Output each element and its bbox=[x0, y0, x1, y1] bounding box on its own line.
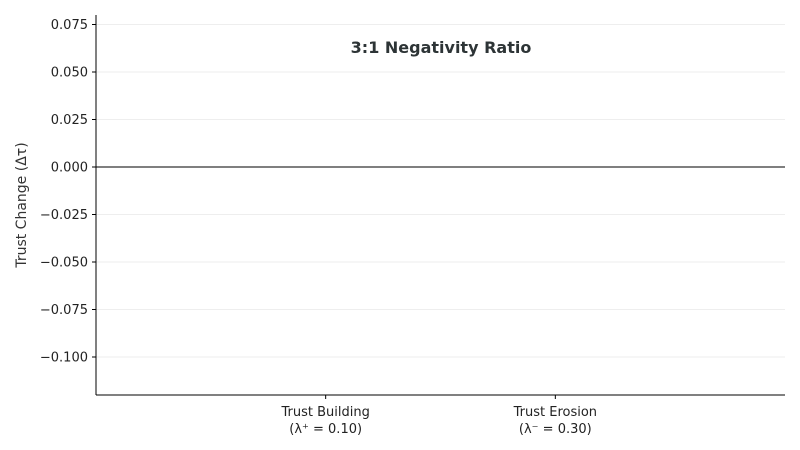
y-tick-label: −0.025 bbox=[40, 208, 88, 223]
x-tick-label: Trust Building bbox=[280, 405, 369, 420]
y-tick-label: 0.075 bbox=[51, 18, 88, 33]
y-tick-label: −0.075 bbox=[40, 303, 88, 318]
y-tick-label: 0.050 bbox=[51, 66, 88, 81]
axes bbox=[95, 15, 785, 396]
y-tick-label: −0.100 bbox=[40, 351, 88, 366]
grid-lines bbox=[96, 24, 785, 358]
x-tick-label: Trust Erosion bbox=[513, 405, 597, 420]
x-tick-sublabel: (λ⁺ = 0.10) bbox=[289, 422, 362, 437]
x-tick-sublabel: (λ⁻ = 0.30) bbox=[519, 422, 592, 437]
y-tick-label: 0.000 bbox=[51, 161, 88, 176]
x-tick-labels: Trust Building (λ⁺ = 0.10) Trust Erosion (λ… bbox=[280, 395, 597, 437]
y-axis-label: Trust Change (Δτ) bbox=[14, 142, 30, 268]
y-tick-label: −0.050 bbox=[40, 256, 88, 271]
y-tick-label: 0.025 bbox=[51, 113, 88, 128]
y-tick-labels: 0.075 0.050 0.025 0.000 −0.025 −0.050 −0.075 −0… bbox=[40, 18, 96, 366]
ratio-annotation: 3:1 Negativity Ratio bbox=[351, 38, 532, 57]
